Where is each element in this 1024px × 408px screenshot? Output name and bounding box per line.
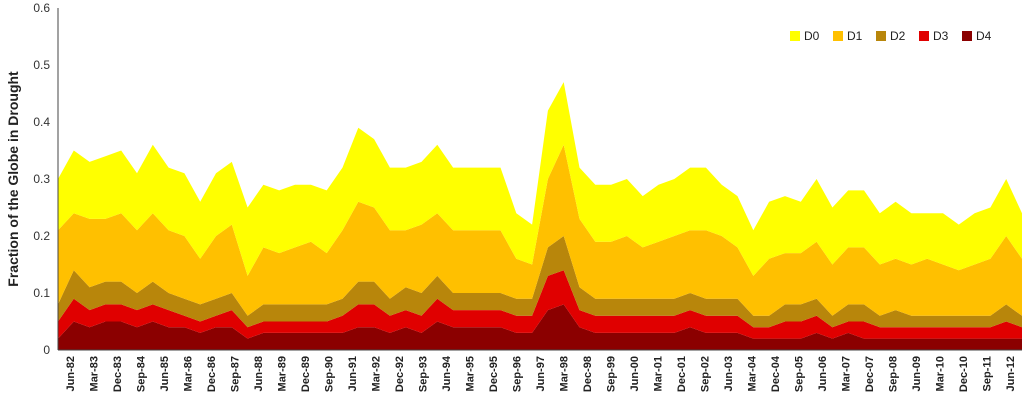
y-tick-labels: 0 0.1 0.2 0.3 0.4 0.5 0.6	[33, 1, 50, 357]
x-tick-label: Jun-85	[159, 356, 171, 391]
legend-label-d2: D2	[890, 29, 906, 43]
area-d1	[58, 144, 1022, 316]
x-tick-label: Dec-92	[394, 356, 406, 392]
x-tick-label: Dec-89	[300, 356, 312, 392]
legend-label-d4: D4	[976, 29, 992, 43]
y-tick-label: 0.4	[33, 115, 50, 129]
x-tick-label: Mar-92	[370, 356, 382, 391]
y-tick-label: 0.3	[33, 172, 50, 186]
x-tick-label: Dec-83	[112, 356, 124, 392]
x-tick-label: Mar-04	[747, 355, 759, 391]
x-tick-label: Jun-97	[535, 356, 547, 391]
x-tick-label: Mar-07	[841, 356, 853, 391]
x-tick-label: Jun-00	[629, 356, 641, 391]
x-tick-label: Dec-95	[488, 356, 500, 392]
x-tick-label: Jun-82	[65, 356, 77, 391]
axes	[57, 8, 1022, 351]
x-tick-label: Sep-08	[888, 356, 900, 392]
x-tick-label: Jun-88	[253, 356, 265, 391]
x-tick-label: Sep-96	[511, 356, 523, 392]
x-tick-label: Dec-07	[864, 356, 876, 392]
x-tick-label: Sep-11	[982, 356, 994, 391]
legend-label-d3: D3	[933, 29, 949, 43]
x-tick-label: Dec-04	[770, 355, 782, 392]
x-tick-label: Jun-94	[441, 355, 453, 391]
x-tick-label: Jun-12	[1005, 356, 1017, 391]
legend-swatch-d2	[876, 31, 886, 41]
y-tick-label: 0.6	[33, 1, 50, 15]
x-tick-label: Jun-06	[817, 356, 829, 391]
y-tick-label: 0.2	[33, 229, 50, 243]
legend-swatch-d3	[919, 31, 929, 41]
x-tick-label: Dec-10	[958, 356, 970, 392]
x-tick-label: Jun-09	[911, 356, 923, 391]
x-tick-label: Sep-84	[135, 355, 147, 392]
legend-swatch-d1	[833, 31, 843, 41]
x-tick-label: Sep-02	[700, 356, 712, 392]
legend-label-d1: D1	[847, 29, 863, 43]
stacked-areas	[58, 82, 1022, 350]
area-d0	[58, 82, 1022, 276]
legend: D0 D1 D2 D3 D4	[790, 29, 992, 43]
x-tick-label: Dec-01	[676, 356, 688, 392]
x-tick-label: Dec-98	[582, 356, 594, 392]
y-tick-label: 0	[43, 343, 50, 357]
x-tick-label: Sep-93	[417, 356, 429, 392]
x-tick-label: Mar-86	[182, 356, 194, 391]
x-tick-label: Sep-99	[606, 356, 618, 392]
legend-swatch-d4	[962, 31, 972, 41]
x-tick-label: Sep-87	[229, 356, 241, 392]
y-tick-label: 0.5	[33, 58, 50, 72]
y-axis-title: Fraction of the Globe in Drought	[5, 71, 21, 287]
x-tick-label: Dec-86	[206, 356, 218, 392]
legend-swatch-d0	[790, 31, 800, 41]
x-tick-label: Sep-05	[794, 356, 806, 392]
x-tick-label: Jun-91	[347, 356, 359, 391]
area-d2	[58, 236, 1022, 328]
x-tick-label: Mar-83	[88, 356, 100, 391]
x-tick-label: Mar-01	[653, 356, 665, 391]
x-tick-label: Sep-90	[323, 356, 335, 392]
y-tick-label: 0.1	[33, 286, 50, 300]
x-tick-label: Mar-10	[935, 356, 947, 391]
x-tick-label: Mar-95	[464, 356, 476, 391]
legend-label-d0: D0	[804, 29, 820, 43]
x-tick-label: Mar-89	[276, 356, 288, 391]
x-tick-label: Jun-03	[723, 356, 735, 391]
x-tick-label: Mar-98	[559, 356, 571, 391]
x-tick-labels: Jun-82 Mar-83 Dec-83 Sep-84 Jun-85 Mar-86 Dec-…	[65, 355, 1017, 392]
